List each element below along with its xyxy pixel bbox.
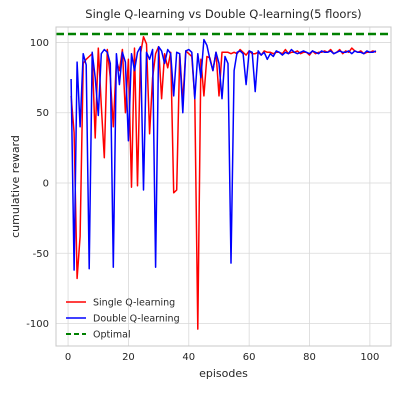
x-tick-label: 100 <box>360 352 379 363</box>
y-tick-label: 0 <box>43 178 49 189</box>
x-tick-label: 20 <box>122 352 135 363</box>
legend: Single Q-learning Double Q-learning Opti… <box>66 298 180 341</box>
legend-label-double: Double Q-learning <box>93 314 180 325</box>
y-tick-label: 50 <box>36 108 49 119</box>
x-tick-label: 60 <box>243 352 256 363</box>
series-group <box>56 32 391 330</box>
legend-label-optimal: Optimal <box>93 330 131 341</box>
x-tick-label: 80 <box>303 352 316 363</box>
x-axis-label: episodes <box>199 367 248 380</box>
legend-label-single: Single Q-learning <box>93 298 175 309</box>
x-tick-label: 40 <box>182 352 195 363</box>
grid <box>56 27 391 346</box>
y-tick-label: 100 <box>30 38 49 49</box>
y-tick-label: -50 <box>33 249 49 260</box>
y-axis-label: cumulative reward <box>9 135 22 238</box>
y-tick-labels: -100 -50 0 50 100 <box>26 38 49 330</box>
x-tick-label: 0 <box>65 352 71 363</box>
chart-title: Single Q-learning vs Double Q-learning(5… <box>85 7 361 21</box>
plot-frame <box>55 26 392 347</box>
x-tick-labels: 0 20 40 60 80 100 <box>65 352 380 363</box>
series-line-1 <box>70 38 377 271</box>
y-tick-label: -100 <box>26 319 49 330</box>
